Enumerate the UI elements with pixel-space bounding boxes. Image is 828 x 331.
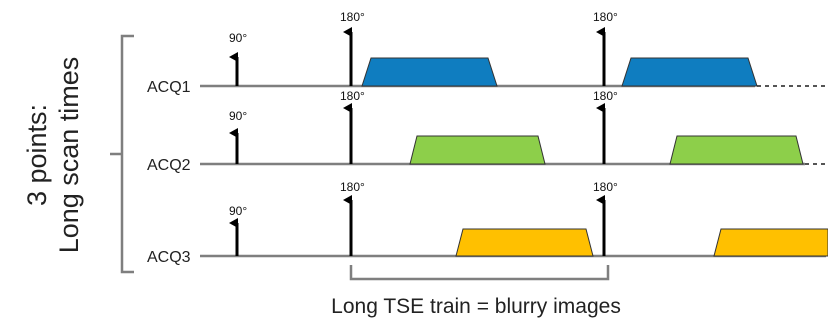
pulse-180-label-1a: 180° [340,10,365,24]
pulse-90-label-3: 90° [229,204,247,218]
acq-row-2: ACQ2 90° 180° 180° [147,89,826,174]
pulse-180-label-2b: 180° [593,89,618,103]
side-label-line2: Long scan times [54,57,84,254]
echo-block-1b [621,57,758,87]
pulse-180-label-3b: 180° [593,180,618,194]
pulse-90-label-2: 90° [229,109,247,123]
echo-block-3b [713,228,828,257]
acq-label-2: ACQ2 [147,157,191,174]
acq-row-3: ACQ3 90° 180° 180° [147,180,828,266]
pulse-180-label-1b: 180° [593,10,618,24]
echo-block-1a [361,57,498,87]
echo-block-3a [455,228,594,257]
echo-block-2b [669,135,804,165]
side-label-line1: 3 points: [22,104,52,206]
acq-label-3: ACQ3 [147,249,191,266]
pulse-180-label-3a: 180° [340,180,365,194]
echo-block-2a [409,135,546,165]
side-label: 3 points: Long scan times [22,57,84,254]
caption: Long TSE train = blurry images [331,295,621,318]
bottom-bracket [349,265,610,281]
pulse-90-label-1: 90° [229,31,247,45]
pulse-180-label-2a: 180° [340,89,365,103]
left-bracket [110,34,134,274]
acq-label-1: ACQ1 [147,79,191,96]
acq-row-1: ACQ1 90° 180° 180° [147,10,826,96]
